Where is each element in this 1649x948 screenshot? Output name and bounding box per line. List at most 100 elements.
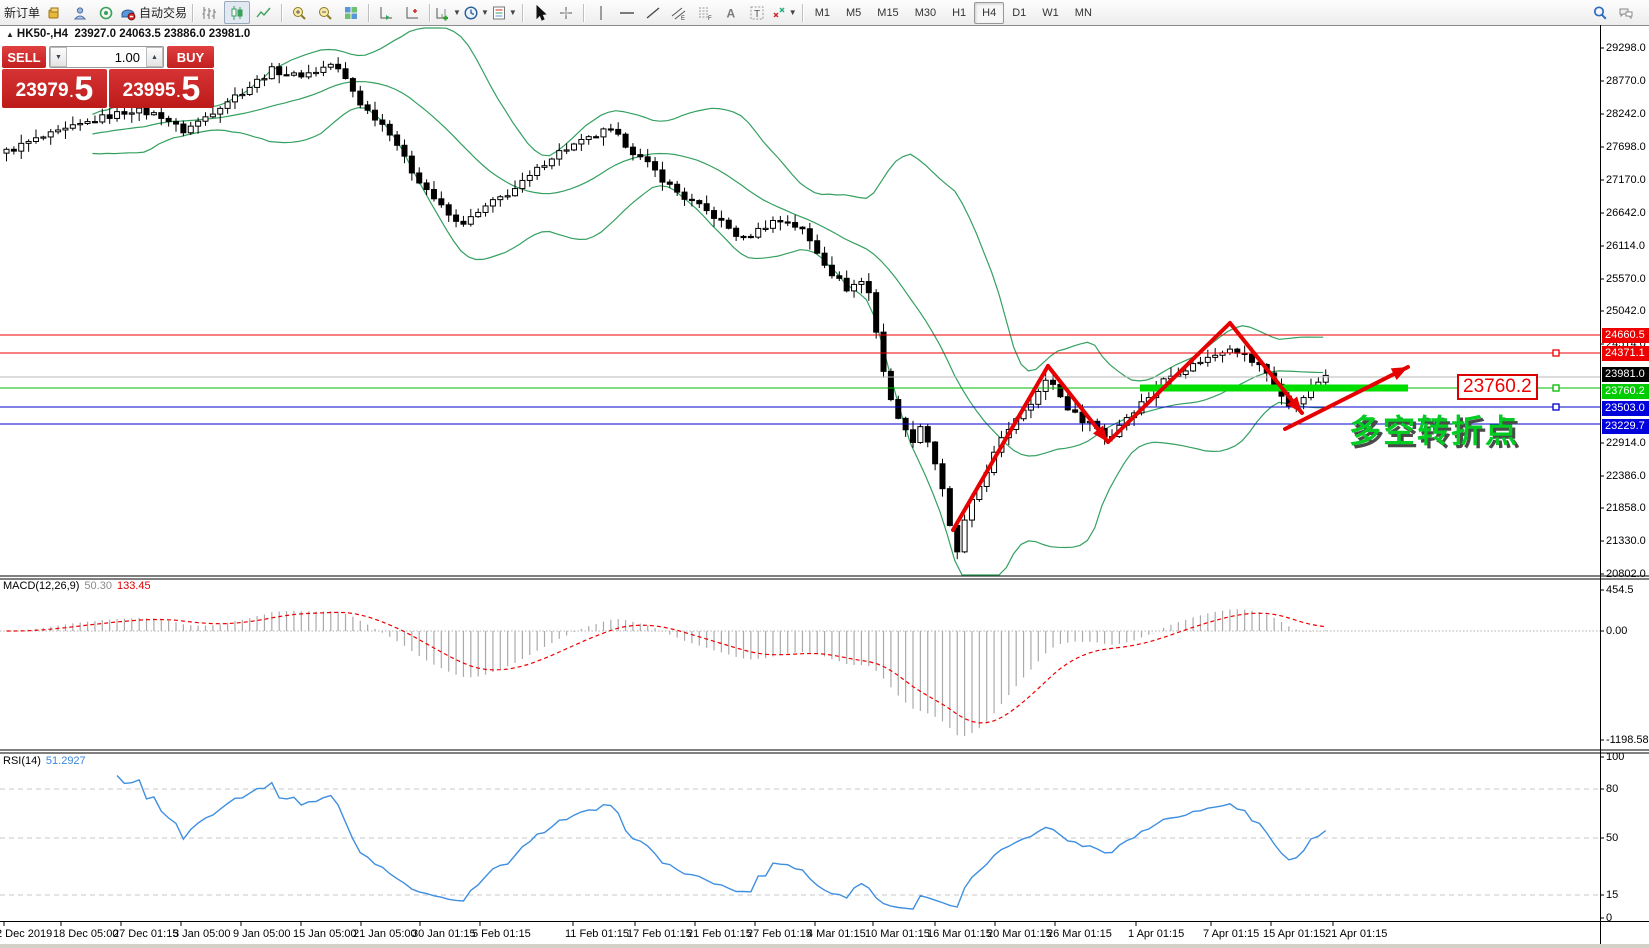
new-order-button[interactable]: 新订单 <box>4 6 41 20</box>
price-axis-tick: 29298.0 <box>1606 42 1646 54</box>
time-axis-label: 4 Mar 01:15 <box>807 928 866 940</box>
price-axis-tick: 28770.0 <box>1606 75 1646 87</box>
price-axis-tick: 20802.0 <box>1606 568 1646 580</box>
price-axis-tick: 27170.0 <box>1606 174 1646 186</box>
periods-button[interactable]: ▼ <box>463 2 489 23</box>
tile-windows-icon[interactable] <box>339 2 363 23</box>
time-axis-label: 1 Apr 01:15 <box>1128 928 1185 940</box>
price-axis-tick: 22386.0 <box>1606 470 1646 482</box>
cursor-icon[interactable] <box>528 2 552 23</box>
rsi-axis-tick: 80 <box>1606 783 1619 795</box>
chart-shift-icon[interactable] <box>400 2 424 23</box>
time-axis-label: 21 Apr 01:15 <box>1325 928 1388 940</box>
bar-chart-icon[interactable] <box>198 2 222 23</box>
time-axis-label: 15 Apr 01:15 <box>1263 928 1326 940</box>
macd-axis-tick: -1198.58 <box>1606 734 1649 746</box>
price-level-label: 24371.1 <box>1602 346 1649 361</box>
crosshair-icon[interactable] <box>554 2 578 23</box>
one-click-trading-panel: SELL ▼ 1.00 ▲ BUY 23979 . 5 23995 . 5 <box>2 46 214 108</box>
price-axis-tick: 27698.0 <box>1606 141 1646 153</box>
autotrading-button[interactable]: 自动交易 <box>120 2 187 23</box>
price-level-label: 23229.7 <box>1602 419 1649 434</box>
profile-icon[interactable] <box>68 2 92 23</box>
channel-icon[interactable]: E <box>667 2 691 23</box>
sell-button[interactable]: SELL <box>2 46 46 68</box>
vertical-line-icon[interactable] <box>589 2 613 23</box>
toolbar-separator <box>521 3 523 22</box>
rsi-label: RSI(14) <box>3 755 41 767</box>
text-label-icon[interactable]: T <box>745 2 769 23</box>
toolbar-separator <box>192 3 194 22</box>
volume-increase-button[interactable]: ▲ <box>146 47 163 67</box>
trendline-icon[interactable] <box>641 2 665 23</box>
time-axis-label: 15 Jan 05:00 <box>293 928 357 940</box>
rsi-value: 51.2927 <box>45 755 86 767</box>
timeframe-m1-button[interactable]: M1 <box>814 6 830 19</box>
price-level-label: 23760.2 <box>1602 384 1649 399</box>
auto-scroll-icon[interactable] <box>374 2 398 23</box>
svg-text:F: F <box>708 16 712 21</box>
chat-icon[interactable] <box>1614 2 1638 23</box>
timeframe-h1-button[interactable]: H1 <box>952 6 967 19</box>
buy-price-button[interactable]: 23995 . 5 <box>109 69 214 108</box>
price-level-label: 24660.5 <box>1602 328 1649 343</box>
svg-text:E: E <box>681 16 685 21</box>
search-icon[interactable] <box>1588 2 1612 23</box>
timeframe-mn-button[interactable]: MN <box>1074 6 1092 19</box>
time-axis-label: 5 Feb 01:15 <box>472 928 531 940</box>
zoom-out-icon[interactable] <box>313 2 337 23</box>
timeframe-w1-button[interactable]: W1 <box>1042 6 1059 19</box>
sell-price-main: 23979 <box>15 80 69 101</box>
horizontal-line-icon[interactable] <box>615 2 639 23</box>
rsi-axis-tick: 50 <box>1606 832 1619 844</box>
macd-label: MACD(12,26,9) <box>3 580 80 592</box>
price-level-label: 23503.0 <box>1602 401 1649 416</box>
macd-axis-tick: 454.5 <box>1606 584 1634 596</box>
price-axis-tick: 21858.0 <box>1606 502 1646 514</box>
fibonacci-icon[interactable]: F <box>693 2 717 23</box>
price-axis-tick: 22914.0 <box>1606 437 1646 449</box>
toolbar-separator <box>368 3 370 22</box>
timeframe-h4-button[interactable]: H4 <box>974 1 1005 24</box>
time-axis-label: 11 Feb 01:15 <box>565 928 630 940</box>
price-callout-box[interactable]: 23760.2 <box>1457 374 1538 400</box>
volume-decrease-button[interactable]: ▼ <box>50 47 67 67</box>
timeframe-d1-button[interactable]: D1 <box>1012 6 1027 19</box>
timeframe-m5-button[interactable]: M5 <box>846 6 862 19</box>
macd-value-signal: 133.45 <box>116 580 151 592</box>
time-axis-label: 20 Mar 01:15 <box>987 928 1052 940</box>
time-axis-label: 27 Dec 01:15 <box>113 928 179 940</box>
macd-value-main: 50.30 <box>84 580 112 592</box>
price-axis-tick: 26114.0 <box>1606 240 1645 252</box>
text-icon[interactable]: A <box>719 2 743 23</box>
zoom-in-icon[interactable] <box>287 2 311 23</box>
time-axis-label: 16 Mar 01:15 <box>927 928 992 940</box>
sell-price-button[interactable]: 23979 . 5 <box>2 69 107 108</box>
templates-button[interactable]: ▼ <box>491 2 517 23</box>
timeframe-m15-button[interactable]: M15 <box>877 6 899 19</box>
toolbar-separator <box>582 3 584 22</box>
time-axis-label: 3 Jan 05:00 <box>173 928 231 940</box>
line-chart-icon[interactable] <box>252 2 276 23</box>
time-axis-label: 30 Jan 01:15 <box>412 928 476 940</box>
candlestick-chart-icon[interactable] <box>224 1 251 24</box>
price-level-label: 23981.0 <box>1602 367 1649 382</box>
volume-input[interactable]: 1.00 <box>114 49 140 65</box>
rsi-axis-tick: 15 <box>1606 889 1619 901</box>
time-axis-label: 26 Mar 01:15 <box>1047 928 1112 940</box>
arrows-button[interactable]: ▼ <box>771 2 797 23</box>
time-axis-label: 18 Dec 05:00 <box>53 928 119 940</box>
price-axis-tick: 26642.0 <box>1606 207 1646 219</box>
time-axis-label: 17 Feb 01:15 <box>627 928 692 940</box>
time-axis-label: 9 Jan 05:00 <box>233 928 291 940</box>
buy-price-main: 23995 <box>122 80 176 101</box>
rsi-header: RSI(14) 51.2927 <box>3 755 86 767</box>
window-bottom-edge <box>0 944 1649 948</box>
price-axis-tick: 25042.0 <box>1606 305 1646 317</box>
chart-window-icon[interactable] <box>42 2 66 23</box>
buy-button[interactable]: BUY <box>167 46 214 68</box>
indicators-button[interactable]: ▼ <box>435 2 461 23</box>
macd-header: MACD(12,26,9) 50.30 133.45 <box>3 580 151 592</box>
timeframe-m30-button[interactable]: M30 <box>914 6 937 19</box>
signals-icon[interactable] <box>94 2 118 23</box>
